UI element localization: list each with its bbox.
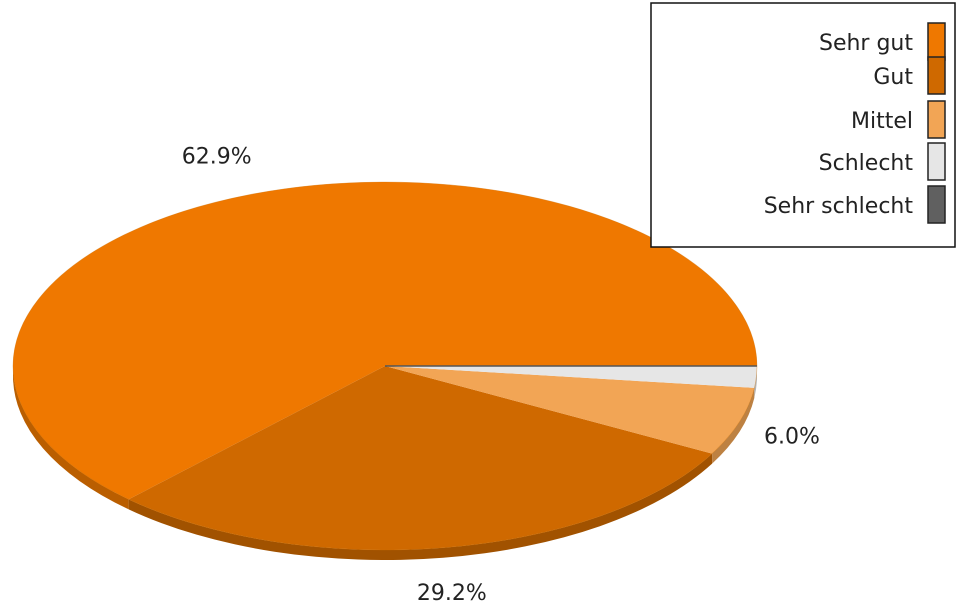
- legend-box: [650, 2, 956, 248]
- pie-label-layer: 62.9% 29.2% 6.0%: [182, 145, 820, 607]
- legend: Sehr gut Gut Mittel Schlecht Sehr schlecht: [650, 2, 956, 248]
- legend-label: Gut: [873, 65, 913, 90]
- legend-swatch: [927, 56, 946, 95]
- pie-slice-gut: [128, 366, 713, 551]
- legend-label: Sehr schlecht: [764, 194, 914, 219]
- pie-top-layer: [12, 181, 758, 551]
- legend-label: Schlecht: [819, 151, 914, 176]
- pie-slice-side: [13, 366, 129, 510]
- legend-swatch: [927, 142, 946, 181]
- pie-slice-sehr-gut: [12, 182, 757, 500]
- pie-slice-label: 6.0%: [764, 424, 820, 449]
- legend-label: Sehr gut: [819, 31, 913, 56]
- legend-swatch: [927, 100, 946, 139]
- legend-label: Mittel: [851, 109, 913, 134]
- pie-slice-side: [712, 387, 755, 464]
- legend-swatch: [927, 185, 946, 224]
- pie-slice-schlecht: [385, 366, 757, 388]
- pie-slice-label: 29.2%: [417, 581, 487, 605]
- legend-swatch: [927, 22, 946, 61]
- pie-slice-mittel: [385, 366, 755, 454]
- pie-slice-label: 62.9%: [182, 145, 252, 170]
- pie-slice-side: [128, 453, 713, 561]
